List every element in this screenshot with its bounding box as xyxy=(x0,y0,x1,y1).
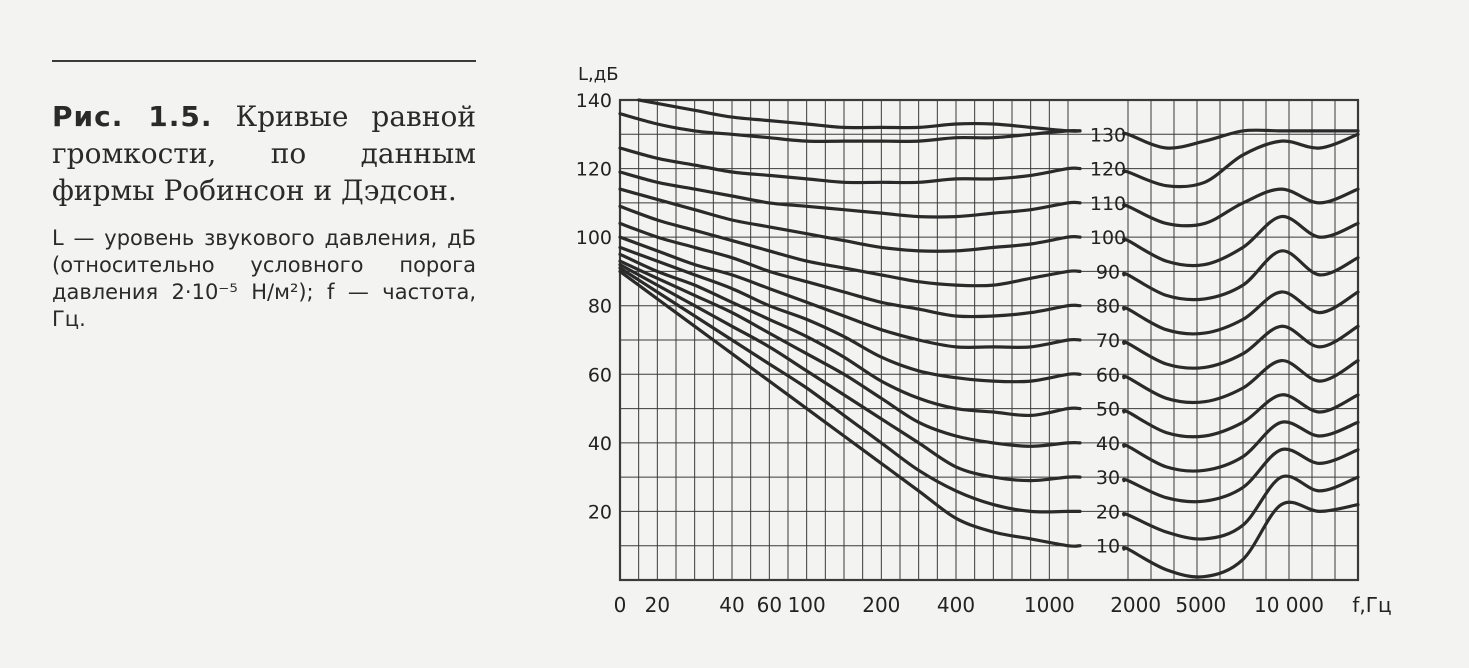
y-axis-label: L,дБ xyxy=(578,64,619,85)
loudness-curve-20 xyxy=(618,266,1082,514)
loudness-curve-right-40 xyxy=(1122,420,1360,473)
loudness-curve-right-10 xyxy=(1122,500,1360,579)
loudness-curve-60 xyxy=(618,245,1082,384)
loudness-curve-90 xyxy=(618,204,1082,288)
loudness-curve-40 xyxy=(618,259,1082,448)
curve-label-70: 70 xyxy=(1096,330,1120,352)
loudness-curve-right-130 xyxy=(1122,128,1360,150)
caption-title: Кривые равной громкости, по данным фирмы… xyxy=(52,100,476,207)
loudness-curve-right-120 xyxy=(1122,132,1360,189)
curve-label-80: 80 xyxy=(1096,296,1120,318)
loudness-curve-100 xyxy=(618,187,1082,253)
curve-label-40: 40 xyxy=(1096,433,1120,455)
y-tick-label: 60 xyxy=(588,364,612,386)
loudness-curve-right-100 xyxy=(1122,214,1360,268)
y-tick-label: 80 xyxy=(588,296,612,318)
x-axis-label: f,Гц xyxy=(1352,593,1391,617)
caption-rule xyxy=(52,60,476,62)
figure-label: Рис. 1.5. xyxy=(52,100,213,133)
figure-caption: Рис. 1.5. Кривые равной громкости, по да… xyxy=(52,98,476,333)
curve-label-30: 30 xyxy=(1096,467,1120,489)
loudness-curve-70 xyxy=(618,235,1082,349)
curve-label-130: 130 xyxy=(1090,124,1126,146)
loudness-curve-right-110 xyxy=(1122,187,1360,228)
x-tick-label: 60 xyxy=(757,593,782,617)
y-tick-label: 140 xyxy=(576,90,612,112)
loudness-curve-top xyxy=(637,98,1082,133)
y-tick-label: 100 xyxy=(576,227,612,249)
x-tick-label: 0 xyxy=(614,593,627,617)
y-tick-label: 120 xyxy=(576,159,612,181)
curve-label-100: 100 xyxy=(1090,227,1126,249)
caption-title-paragraph: Рис. 1.5. Кривые равной громкости, по да… xyxy=(52,98,476,209)
loudness-curve-right-20 xyxy=(1122,474,1360,541)
x-tick-label: 5000 xyxy=(1175,593,1226,617)
caption-note: L — уровень звукового давления, дБ (отно… xyxy=(52,226,476,331)
loudness-curve-10 xyxy=(618,269,1082,548)
x-tick-label: 100 xyxy=(788,593,826,617)
curve-label-50: 50 xyxy=(1096,399,1120,421)
loudness-curve-right-50 xyxy=(1122,393,1360,439)
loudness-curve-right-80 xyxy=(1122,290,1360,336)
curve-label-120: 120 xyxy=(1090,159,1126,181)
x-tick-label: 1000 xyxy=(1024,593,1075,617)
x-tick-label: 400 xyxy=(937,593,975,617)
loudness-curve-30 xyxy=(618,263,1082,483)
x-tick-label: 200 xyxy=(862,593,900,617)
curve-label-20: 20 xyxy=(1096,501,1120,523)
x-tick-label: 10 000 xyxy=(1254,593,1324,617)
x-tick-label: 20 xyxy=(645,593,670,617)
loudness-curve-80 xyxy=(618,221,1082,319)
x-tick-label: 2000 xyxy=(1110,593,1161,617)
loudness-curve-110 xyxy=(618,170,1082,219)
curve-label-10: 10 xyxy=(1096,536,1120,558)
x-tick-label: 40 xyxy=(719,593,744,617)
loudness-curve-right-60 xyxy=(1122,359,1360,405)
y-tick-label: 40 xyxy=(588,433,612,455)
y-tick-label: 20 xyxy=(588,501,612,523)
curve-label-60: 60 xyxy=(1096,364,1120,386)
loudness-curve-50 xyxy=(618,252,1082,418)
loudness-curve-right-90 xyxy=(1122,249,1360,302)
chart-curves xyxy=(618,98,1360,579)
loudness-curve-right-70 xyxy=(1122,324,1360,370)
loudness-curve-right-30 xyxy=(1122,447,1360,504)
curve-label-110: 110 xyxy=(1090,193,1126,215)
curve-label-90: 90 xyxy=(1096,261,1120,283)
loudness-curve-130 xyxy=(618,112,1082,143)
loudness-curve-120 xyxy=(618,146,1082,185)
